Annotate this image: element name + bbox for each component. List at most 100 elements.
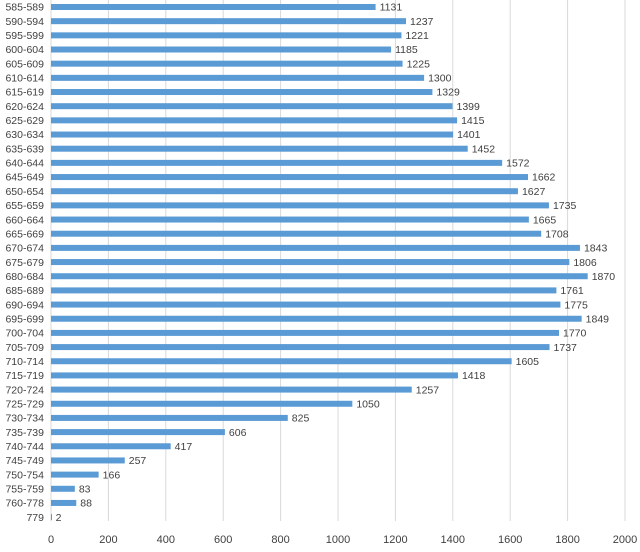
category-label: 610-614 (5, 73, 44, 85)
data-label: 1770 (563, 328, 587, 340)
data-label: 417 (175, 441, 193, 453)
data-label: 606 (229, 427, 247, 439)
bar (51, 131, 454, 138)
category-label: 680-684 (5, 271, 44, 283)
bar (51, 287, 557, 294)
bar (51, 230, 542, 237)
data-label: 1737 (554, 342, 578, 354)
category-label: 605-609 (5, 58, 44, 70)
data-label: 1843 (584, 243, 608, 255)
data-label: 1849 (586, 313, 610, 325)
data-label: 1662 (532, 172, 556, 184)
bar (51, 514, 52, 521)
bar (51, 499, 77, 506)
data-label: 1708 (545, 228, 569, 240)
x-tick-label: 200 (99, 534, 117, 546)
bar (51, 117, 458, 124)
category-label: 735-739 (5, 427, 44, 439)
data-label: 1627 (522, 186, 546, 198)
category-label: 660-664 (5, 214, 44, 226)
category-label: 585-589 (5, 2, 44, 14)
data-label: 1329 (436, 87, 460, 99)
data-label: 825 (292, 413, 310, 425)
category-label: 665-669 (5, 228, 44, 240)
bar (51, 443, 171, 450)
x-tick-label: 0 (48, 534, 54, 546)
bar (51, 103, 453, 110)
bar (51, 60, 403, 67)
bar (51, 386, 412, 393)
data-label: 1806 (573, 257, 597, 269)
data-label: 1870 (592, 271, 616, 283)
category-label: 710-714 (5, 356, 44, 368)
bars: 585-589 1131 590-594 1237 595-599 1221 600-604… (5, 2, 615, 524)
bar (51, 244, 580, 251)
bar (51, 273, 588, 280)
data-label: 1237 (410, 16, 434, 28)
x-tick-label: 1800 (555, 534, 579, 546)
bar (51, 4, 376, 10)
bar (51, 216, 529, 223)
bar (51, 32, 402, 39)
data-label: 1300 (428, 73, 452, 85)
x-tick-label: 1400 (441, 534, 465, 546)
x-tick-label: 2000 (613, 534, 637, 546)
data-label: 1401 (457, 129, 481, 141)
bar (51, 259, 570, 266)
data-label: 1735 (553, 200, 577, 212)
category-label: 590-594 (5, 16, 44, 28)
category-label: 625-629 (5, 115, 44, 127)
x-tick-label: 1200 (383, 534, 407, 546)
category-label: 690-694 (5, 299, 44, 311)
data-label: 166 (103, 469, 121, 481)
bar (51, 414, 288, 421)
data-label: 257 (129, 455, 147, 467)
category-label: 755-759 (5, 483, 44, 495)
data-label: 1775 (564, 299, 588, 311)
category-label: 630-634 (5, 129, 44, 141)
category-label: 655-659 (5, 200, 44, 212)
category-label: 740-744 (5, 441, 44, 453)
bar (51, 429, 225, 436)
data-label: 1418 (462, 370, 486, 382)
category-label: 730-734 (5, 413, 44, 425)
category-label: 635-639 (5, 143, 44, 155)
category-label: 745-749 (5, 455, 44, 467)
data-label: 1185 (395, 44, 418, 56)
bar (51, 89, 433, 96)
category-label: 645-649 (5, 172, 44, 184)
bar (51, 485, 75, 492)
bar (51, 159, 503, 166)
category-label: 685-689 (5, 285, 44, 297)
category-label: 695-699 (5, 313, 44, 325)
x-tick-label: 800 (271, 534, 289, 546)
category-label: 620-624 (5, 101, 44, 113)
category-label: 779 (26, 512, 44, 524)
data-label: 1605 (516, 356, 540, 368)
bar (51, 315, 582, 322)
x-tick-label: 1600 (498, 534, 522, 546)
bar (51, 74, 425, 81)
bar (51, 18, 407, 25)
x-tick-label: 1000 (326, 534, 350, 546)
x-tick-label: 600 (214, 534, 232, 546)
category-label: 670-674 (5, 243, 44, 255)
bar (51, 344, 550, 351)
data-label: 1221 (405, 30, 429, 42)
data-label: 1131 (380, 2, 403, 14)
category-label: 705-709 (5, 342, 44, 354)
bar (51, 46, 392, 53)
bar (51, 301, 561, 308)
category-label: 720-724 (5, 384, 44, 396)
bar (51, 372, 458, 379)
data-label: 1399 (457, 101, 481, 113)
bar (51, 358, 512, 365)
bar (51, 457, 125, 464)
data-label: 1415 (461, 115, 485, 127)
category-label: 595-599 (5, 30, 44, 42)
x-axis: 0 200 400 600 800 1000 1200 1400 1600 1800 2000 (48, 534, 637, 546)
bar (51, 188, 518, 195)
bar (51, 202, 549, 209)
category-label: 715-719 (5, 370, 44, 382)
category-label: 600-604 (5, 44, 44, 56)
